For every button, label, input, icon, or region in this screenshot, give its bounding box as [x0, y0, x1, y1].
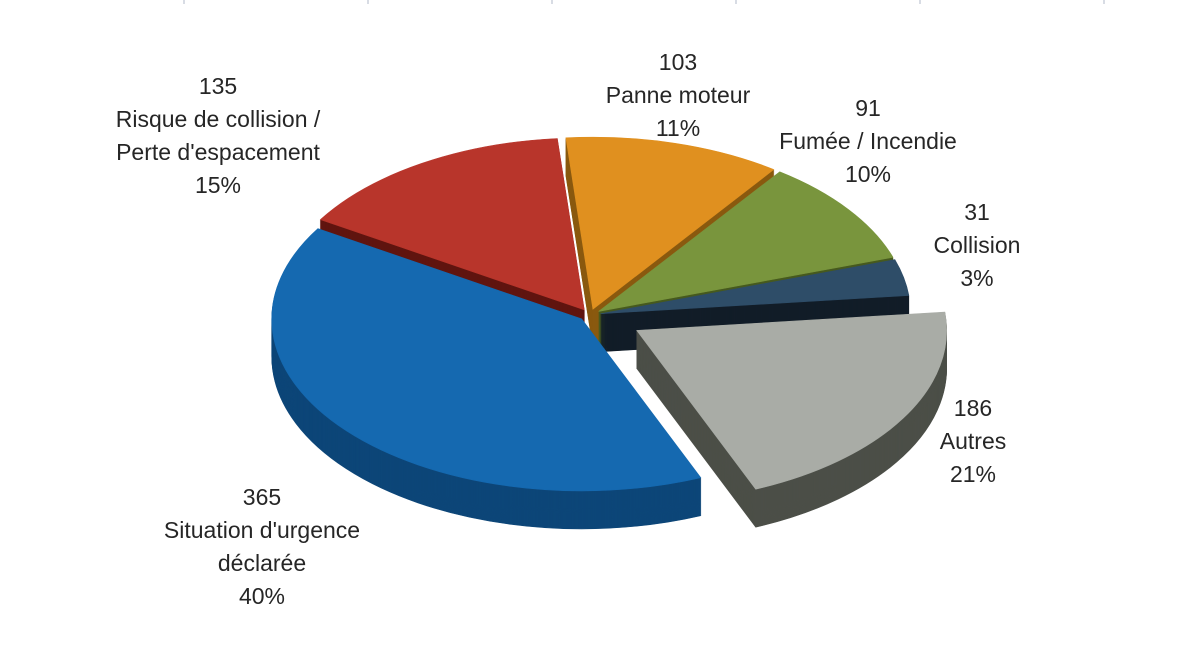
slice-pct-label: 40%	[238, 583, 286, 609]
data-label-panne-moteur: 103 Panne moteur 11%	[606, 46, 750, 145]
slice-value-label: 365	[242, 484, 282, 510]
crop-artifact-tick	[551, 0, 553, 4]
slice-name-label: Autres	[939, 428, 1007, 454]
slice-pct-label: 10%	[844, 161, 892, 187]
pie-slice-risque-collision[interactable]	[319, 138, 585, 349]
pie-slice-autres[interactable]	[636, 311, 947, 528]
data-label-collision: 31 Collision 3%	[934, 196, 1021, 295]
slice-value-label: 103	[658, 49, 698, 75]
pie-slice-situation-urgence[interactable]	[271, 228, 702, 530]
slice-name-label: déclarée	[217, 550, 307, 576]
slice-pct-label: 11%	[655, 115, 701, 141]
pie-slice-top-fumee-incendie	[598, 171, 894, 312]
slice-name-label: Situation d'urgence	[163, 517, 361, 543]
pie-slice-top-collision	[600, 259, 910, 314]
data-label-fumee-incendie: 91 Fumée / Incendie 10%	[779, 92, 957, 191]
slice-pct-label: 21%	[949, 461, 997, 487]
slice-pct-label: 15%	[194, 172, 242, 198]
slice-value-label: 135	[198, 73, 238, 99]
crop-artifact-tick	[1103, 0, 1105, 4]
slice-name-label: Fumée / Incendie	[779, 128, 957, 154]
slice-pct-label: 3%	[960, 265, 994, 291]
crop-artifact-tick	[367, 0, 369, 4]
data-label-autres: 186 Autres 21%	[940, 392, 1006, 491]
slice-name-label: Panne moteur	[605, 82, 751, 108]
data-label-situation-urgence: 365 Situation d'urgence déclarée 40%	[164, 481, 360, 613]
slice-value-label: 31	[964, 199, 990, 225]
slice-value-label: 91	[855, 95, 881, 121]
pie-slice-top-risque-collision	[319, 138, 585, 311]
pie-slice-top-situation-urgence	[271, 228, 702, 492]
slice-name-label: Perte d'espacement	[116, 139, 320, 165]
slice-name-label: Collision	[933, 232, 1021, 258]
data-label-risque-collision: 135 Risque de collision / Perte d'espace…	[116, 70, 321, 202]
crop-artifact-tick	[919, 0, 921, 4]
crop-artifact-tick	[735, 0, 737, 4]
slice-name-label: Risque de collision /	[115, 106, 321, 132]
slice-value-label: 186	[953, 395, 993, 421]
pie-slice-top-autres	[636, 311, 947, 490]
crop-artifact-tick	[183, 0, 185, 4]
pie-slice-top-panne-moteur	[565, 136, 775, 310]
